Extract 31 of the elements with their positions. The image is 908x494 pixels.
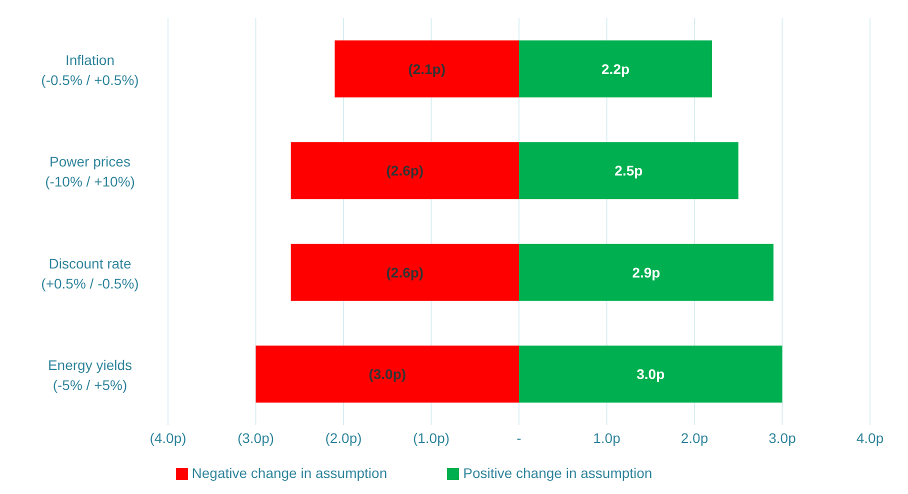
legend-label: Positive change in assumption [463,465,652,481]
y-tick-label: Power prices (-10% / +10%) [45,154,135,190]
x-tick-label: 4.0p [856,430,884,446]
bar [519,142,738,200]
bar [519,244,774,301]
x-tick-label: (1.0p) [412,430,450,446]
data-label: 2.9p [632,264,660,280]
x-tick-label: (3.0p) [237,430,274,446]
x-tick-label: (4.0p) [150,430,186,446]
data-label: (2.1p) [408,60,446,77]
data-label: 2.5p [614,162,643,179]
x-tick-label: 3.0p [768,430,796,446]
y-tick-label: Inflation (-0.5% / +0.5%) [41,52,139,88]
x-tick-label: - [516,430,522,446]
data-label: 2.2p [602,60,630,77]
data-label: (3.0p) [368,366,406,382]
data-label: 3.0p [636,366,665,382]
bar [519,346,782,403]
legend-label: Negative change in assumption [192,465,388,481]
bar [290,142,519,200]
data-label: (2.6p) [386,162,424,179]
bar [256,346,519,403]
data-label: (2.6p) [386,264,424,280]
bar [334,40,519,98]
y-tick-label: Discount rate (+0.5% / -0.5%) [41,255,139,292]
bar [290,244,519,301]
x-tick-label: 1.0p [593,430,621,446]
x-tick-label: 2.0p [680,430,708,446]
bar [519,40,712,98]
x-tick-label: (2.0p) [325,430,362,446]
y-tick-label: Energy yields (-5% / +5%) [48,357,132,394]
